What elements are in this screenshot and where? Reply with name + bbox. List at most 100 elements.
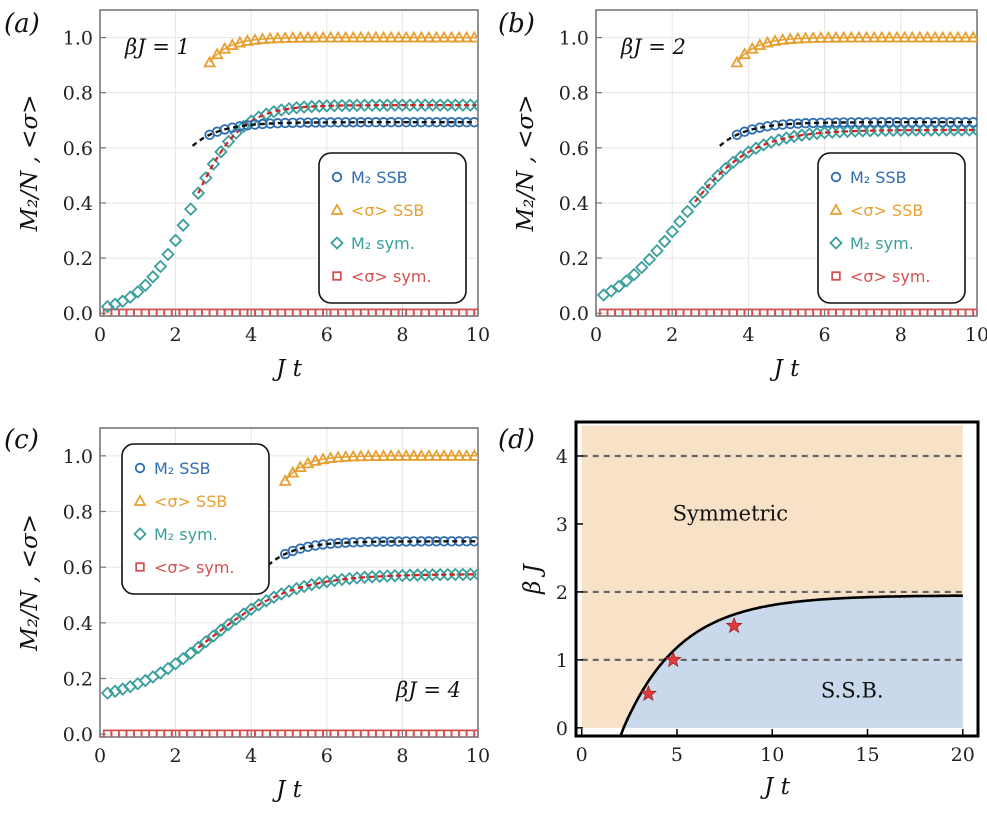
y-tick-label: 4 [556,446,568,468]
marker-m2-sym [153,259,168,274]
marker-m2-ssb [937,117,948,128]
marker-m2-sym [650,244,664,258]
marker-m2-sym [734,150,748,164]
x-tick-label: 0 [94,324,106,346]
marker-sigma-sym [135,562,145,572]
legend-entry: M₂ SSB [351,168,408,187]
marker-m2-sym [206,629,221,643]
marker-m2-ssb [830,171,842,183]
ssb-sigma-line [284,455,477,482]
marker-m2-ssb [846,117,857,128]
marker-m2-ssb [257,118,268,130]
marker-sigma-ssb [203,55,217,68]
y-tick-label: 0.6 [63,138,93,160]
axes-frame [99,9,479,317]
y-tick-label: 0.0 [63,724,93,746]
ssb-fit-line [191,121,477,147]
panel-label: (b) [498,9,535,39]
marker-m2-sym [471,98,478,112]
y-tick-label: 0.8 [63,502,93,524]
marker-m2-ssb [249,119,261,130]
marker-m2-sym [604,284,619,298]
panel-b: 0 2 4 6 8 10 0.0 0.2 0.4 0.6 0.8 1.0 J t M₂/N , <σ> (b… [498,9,987,382]
legend-box [318,152,467,304]
marker-m2-ssb [431,536,442,547]
marker-m2-ssb [134,462,146,474]
marker-sigma-sym [473,729,478,737]
marker-m2-sym [168,656,183,671]
marker-m2-sym [304,577,319,592]
series-group [100,448,478,737]
x-tick-label: 0 [576,744,588,766]
x-tick-label: 6 [819,324,831,346]
x-tick-label: 8 [396,745,408,767]
marker-m2-sym [627,267,641,282]
region-label-symmetric: Symmetric [673,502,788,526]
axes-frame [99,427,479,738]
sym-fit-line [197,573,477,649]
y-axis-label: β J [520,562,546,595]
legend-entry: M₂ sym. [351,234,415,253]
marker-m2-ssb [393,117,404,128]
marker-sigma-ssb [133,494,147,506]
marker-m2-sym [214,145,228,159]
marker-m2-ssb [325,538,336,549]
marker-m2-ssb [446,117,457,128]
y-tick-label: 1.0 [63,28,93,50]
marker-m2-sym [471,567,478,582]
y-tick-label: 0.2 [63,669,93,691]
marker-m2-sym [133,527,147,541]
x-tick-label: 2 [170,745,182,767]
marker-m2-ssb [891,117,903,128]
marker-m2-ssb [945,117,956,128]
marker-m2-ssb [310,117,321,128]
y-axis-label: M₂/N , <σ> [17,95,43,233]
marker-m2-ssb [408,117,419,128]
ssb-sigma-line [736,36,976,63]
marker-m2-sym [726,155,740,170]
marker-sigma-ssb [278,474,292,486]
star-marker [725,617,743,634]
marker-m2-sym [214,623,228,637]
x-tick-label: 20 [951,744,975,766]
marker-sigma-ssb [730,55,744,68]
legend-box [817,152,966,304]
series-group [100,30,478,316]
y-tick-label: 0 [556,718,568,740]
x-tick-label: 8 [895,324,907,346]
marker-m2-sym [146,670,160,684]
marker-m2-ssb [400,117,412,128]
legend-entry: M₂ SSB [154,459,211,478]
marker-m2-ssb [453,117,465,128]
x-tick-label: 0 [94,745,106,767]
y-tick-label: 0.2 [559,248,589,270]
marker-m2-ssb [838,117,849,128]
marker-m2-sym [330,236,344,250]
x-tick-label: 4 [742,324,754,346]
panel-label: (a) [4,9,40,39]
marker-m2-ssb [355,117,367,128]
legend-entry: <σ> SSB [154,492,227,511]
legend-box [121,443,270,595]
axes-frame [574,420,980,738]
legend-entry: <σ> SSB [351,201,424,220]
marker-m2-sym [221,134,236,149]
marker-m2-ssb [378,536,389,547]
marker-m2-sym [183,646,198,660]
x-tick-label: 10 [466,745,490,767]
x-tick-label: 10 [760,744,784,766]
marker-m2-sym [829,236,843,250]
ssb-fit-line [267,540,477,567]
x-tick-label: 8 [396,324,408,346]
marker-m2-sym [634,260,649,275]
x-tick-label: 10 [466,324,490,346]
marker-m2-sym [236,607,251,621]
y-tick-label: 0.8 [559,83,589,105]
region-label-ssb: S.S.B. [821,678,884,702]
marker-m2-ssb [385,536,397,547]
marker-sigma-sym [332,271,342,281]
x-tick-label: 2 [666,324,678,346]
marker-m2-sym [665,224,679,239]
x-tick-label: 6 [321,324,333,346]
marker-m2-ssb [469,536,478,547]
